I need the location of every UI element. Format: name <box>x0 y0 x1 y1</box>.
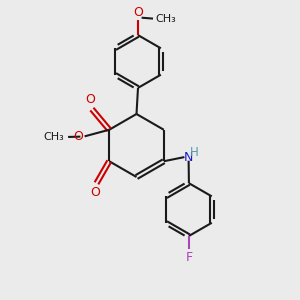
Text: O: O <box>90 186 100 199</box>
Text: H: H <box>190 146 198 159</box>
Text: CH₃: CH₃ <box>155 14 176 24</box>
Text: O: O <box>73 130 83 143</box>
Text: CH₃: CH₃ <box>44 132 64 142</box>
Text: O: O <box>133 6 143 19</box>
Text: N: N <box>184 151 193 164</box>
Text: O: O <box>85 93 95 106</box>
Text: F: F <box>185 251 193 264</box>
